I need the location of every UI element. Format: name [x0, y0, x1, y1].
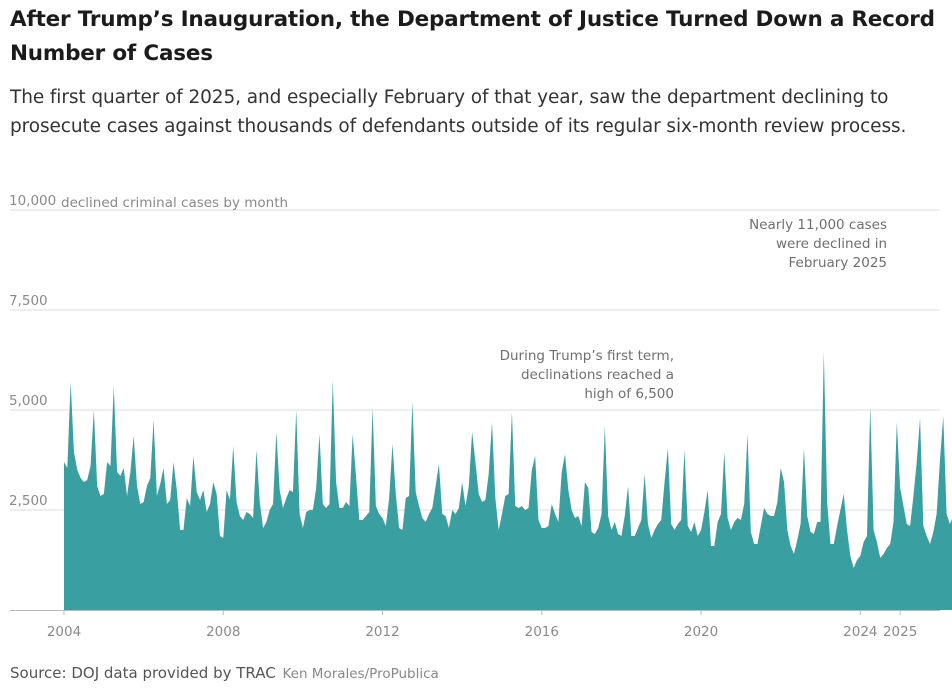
annotation-0-line-2: February 2025	[789, 255, 887, 271]
x-tick-label-0: 2004	[47, 624, 81, 640]
credit-text: Ken Morales/ProPublica	[282, 666, 439, 682]
annotation-1: During Trump’s first term, declinations r…	[500, 348, 674, 402]
x-axis: 2004 2008 2012 2016 2020 2024 2025	[10, 610, 940, 640]
annotations: Nearly 11,000 cases were declined in Febru…	[500, 217, 887, 402]
area-layer	[64, 352, 952, 610]
y-axis-ticks: 10,000 7,500 5,000 2,500	[9, 193, 56, 509]
y-tick-label-2: 5,000	[9, 393, 48, 409]
y-tick-label-0: 10,000	[9, 193, 56, 209]
x-tick-label-1: 2008	[206, 624, 240, 640]
annotation-1-line-2: high of 6,500	[584, 386, 674, 402]
y-tick-label-3: 2,500	[9, 493, 48, 509]
declinations-area	[64, 352, 952, 610]
chart-title: After Trump’s Inauguration, the Departme…	[10, 7, 935, 66]
x-tick-label-3: 2016	[525, 624, 559, 640]
x-tick-label-2: 2012	[365, 624, 399, 640]
x-tick-label-4: 2020	[684, 624, 718, 640]
annotation-0-line-1: were declined in	[776, 236, 887, 252]
annotation-1-line-0: During Trump’s first term,	[500, 348, 674, 364]
annotation-0-line-0: Nearly 11,000 cases	[749, 217, 887, 233]
y-tick-label-1: 7,500	[9, 293, 48, 309]
y-axis-label: declined criminal cases by month	[61, 195, 288, 211]
annotation-1-line-1: declinations reached a	[521, 367, 674, 383]
x-tick-label-6: 2025	[883, 624, 917, 640]
source-line: Source: DOJ data provided by TRAC Ken Mo…	[10, 664, 439, 682]
source-text: Source: DOJ data provided by TRAC	[10, 664, 276, 682]
chart-subtitle: The first quarter of 2025, and especiall…	[10, 87, 907, 137]
x-tick-label-5: 2024	[843, 624, 877, 640]
annotation-0: Nearly 11,000 cases were declined in Febru…	[749, 217, 887, 271]
